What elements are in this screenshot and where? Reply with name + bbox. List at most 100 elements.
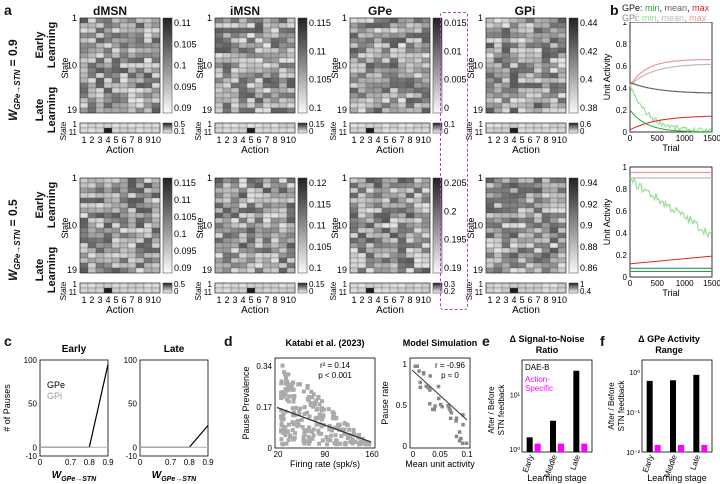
heatmap-cell — [135, 192, 145, 199]
heatmap-cell — [557, 222, 567, 229]
heatmap-cell — [549, 202, 559, 209]
heatmap-cell — [421, 32, 431, 39]
scatter-point — [333, 433, 338, 438]
heatmap-cell — [421, 227, 431, 234]
scatter-point — [346, 435, 351, 440]
heatmap-cell — [493, 287, 503, 294]
heatmap-cell — [135, 222, 145, 229]
heatmap-cell — [365, 107, 375, 114]
heatmap-cell — [485, 37, 495, 44]
heatmap-cell — [397, 222, 407, 229]
heatmap-cell — [557, 192, 567, 199]
colorbar-tick-label: 0.115 — [309, 199, 331, 209]
heatmap-cell — [517, 262, 527, 269]
scatter-point — [306, 434, 311, 439]
heatmap-cell — [389, 282, 399, 289]
heatmap-cell — [405, 67, 415, 74]
x-tick-label: Early — [641, 454, 656, 474]
heatmap-cell — [222, 287, 232, 294]
heatmap-cell — [278, 82, 288, 89]
heatmap-cell — [413, 257, 423, 264]
scatter-point — [324, 434, 329, 439]
heatmap-cell — [381, 97, 391, 104]
heatmap-cell — [286, 122, 296, 129]
heatmap-cell — [525, 42, 535, 49]
scatter-point — [292, 435, 297, 440]
heatmap-cell — [246, 242, 256, 249]
heatmap-cell — [135, 122, 145, 129]
heatmap-cell — [143, 197, 153, 204]
heatmap-cell — [143, 242, 153, 249]
heatmap-cell — [357, 282, 367, 289]
heatmap-cell — [493, 102, 503, 109]
heatmap-cell — [549, 287, 559, 294]
heatmap-cell — [143, 57, 153, 64]
heatmap-cell — [143, 92, 153, 99]
heatmap-cell — [413, 67, 423, 74]
heatmap-cell — [135, 232, 145, 239]
heatmap-cell — [397, 47, 407, 54]
heatmap-cell — [381, 242, 391, 249]
heatmap-cell — [421, 82, 431, 89]
heatmap-cell — [238, 82, 248, 89]
heatmap-cell — [509, 72, 519, 79]
scatter-point — [320, 399, 325, 404]
heatmap-cell — [397, 97, 407, 104]
heatmap-cell — [557, 77, 567, 84]
heatmap-cell — [397, 192, 407, 199]
heatmap-cell — [127, 227, 137, 234]
heatmap-cell — [230, 92, 240, 99]
heatmap-cell — [214, 57, 224, 64]
heatmap-cell — [151, 92, 161, 99]
heatmap-cell — [230, 237, 240, 244]
heatmap-cell — [278, 107, 288, 114]
heatmap-cell — [151, 197, 161, 204]
heatmap-cell — [413, 62, 423, 69]
scatter-point — [330, 410, 335, 415]
heatmap-cell — [541, 287, 551, 294]
heatmap-cell — [151, 207, 161, 214]
heatmap-cell — [509, 262, 519, 269]
heatmap-cell — [79, 127, 89, 134]
heatmap-cell — [405, 282, 415, 289]
heatmap-cell — [103, 197, 113, 204]
colorbar-tick-label: 0.38 — [580, 103, 598, 113]
heatmap-cell — [413, 212, 423, 219]
heatmap-cell — [103, 222, 113, 229]
heatmap-cell — [365, 197, 375, 204]
heatmap-cell — [246, 262, 256, 269]
heatmap-cell — [127, 107, 137, 114]
state-tick-label: 10 — [473, 61, 483, 71]
heatmap-cell — [405, 97, 415, 104]
heatmap-cell — [365, 262, 375, 269]
heatmap-cell — [103, 227, 113, 234]
heatmap-cell — [286, 97, 296, 104]
scatter-point — [279, 408, 284, 413]
scatter-point — [286, 399, 291, 404]
heatmap-cell — [143, 32, 153, 39]
heatmap-cell — [151, 262, 161, 269]
heatmap-cell — [103, 92, 113, 99]
heatmap-cell — [103, 47, 113, 54]
heatmap-cell — [357, 232, 367, 239]
heatmap-cell — [525, 187, 535, 194]
heatmap-cell — [79, 82, 89, 89]
heatmap-cell — [151, 202, 161, 209]
heatmap-cell — [286, 212, 296, 219]
heatmap-cell — [111, 237, 121, 244]
heatmap-cell — [357, 247, 367, 254]
heatmap-cell — [230, 217, 240, 224]
heatmap-cell — [87, 27, 97, 34]
heatmap-cell — [397, 227, 407, 234]
heatmap-cell — [357, 22, 367, 29]
heatmap-cell — [493, 247, 503, 254]
heatmap-cell — [533, 252, 543, 259]
panel-f-axes — [641, 359, 713, 453]
heatmap-cell — [214, 47, 224, 54]
heatmap-cell — [357, 242, 367, 249]
heatmap-cell — [214, 282, 224, 289]
colorbar-tick-label: 0.12 — [309, 178, 327, 188]
heatmap-cell — [365, 52, 375, 59]
heatmap-cell — [286, 207, 296, 214]
